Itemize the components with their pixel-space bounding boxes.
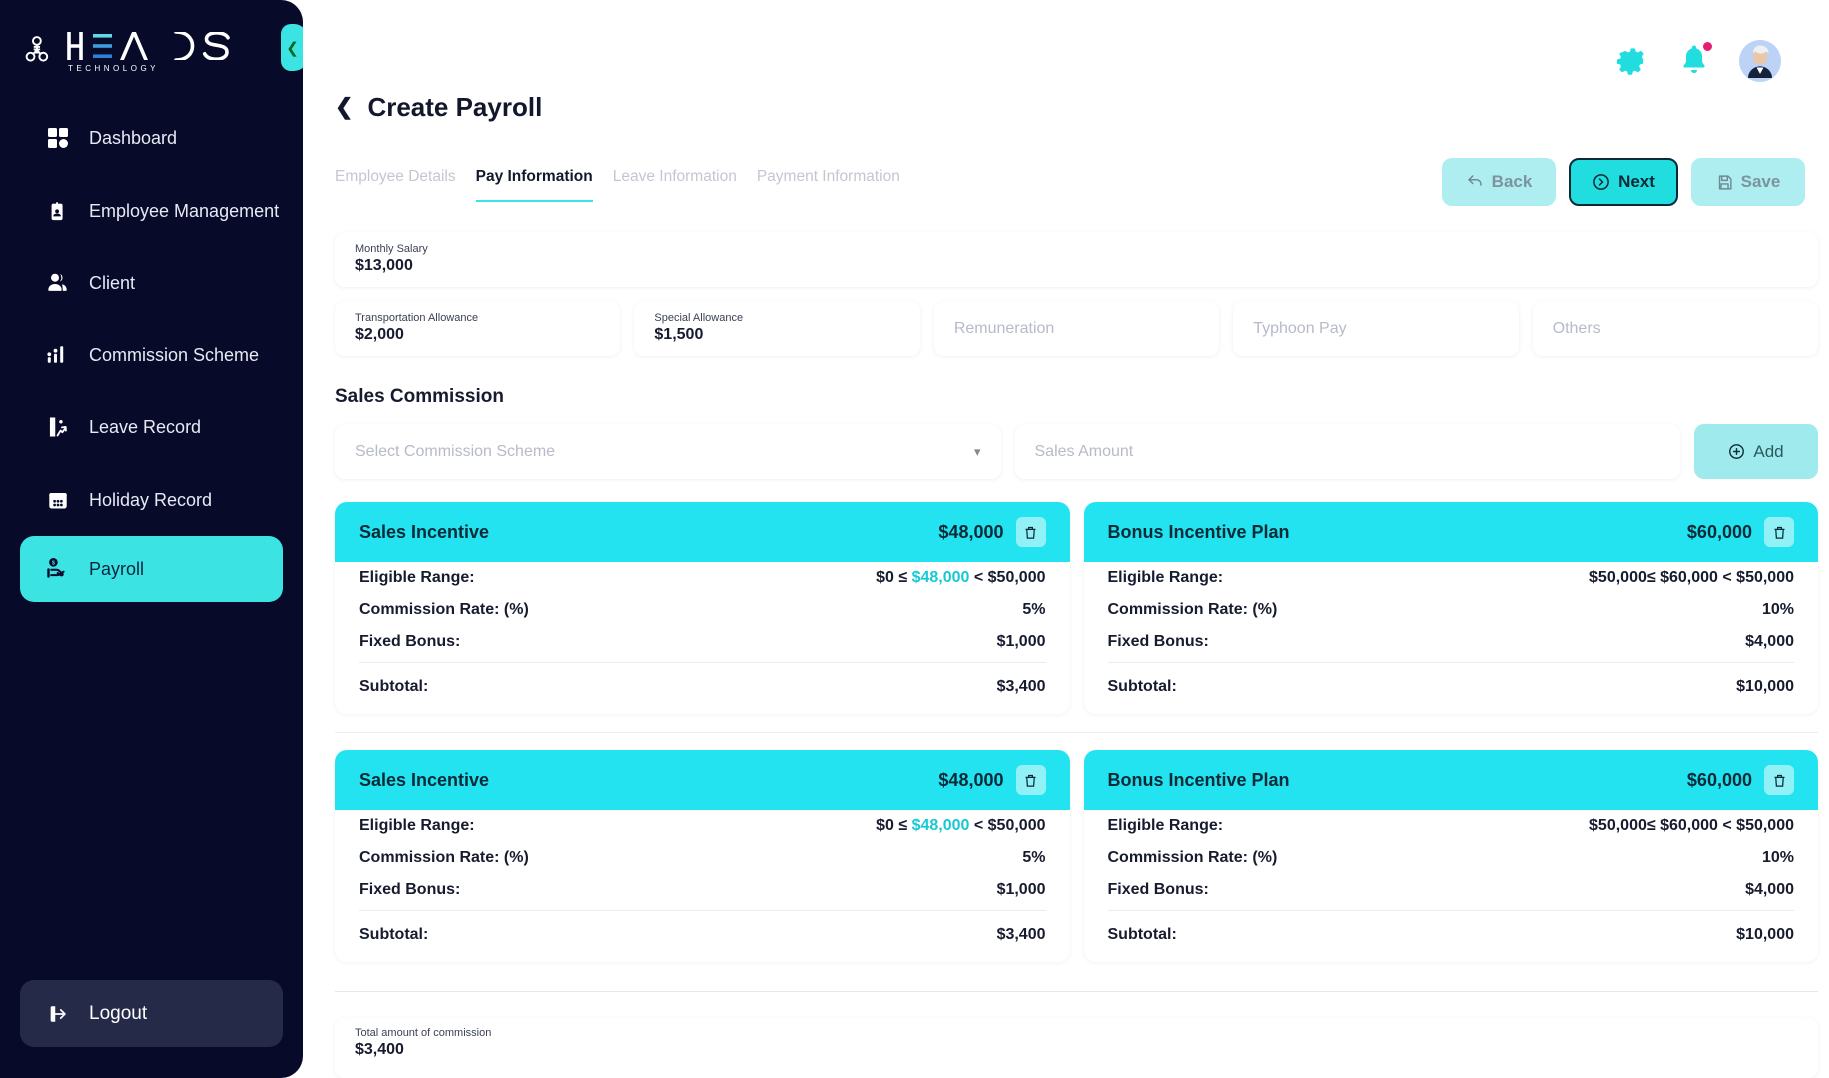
svg-text:$: $: [52, 561, 55, 567]
